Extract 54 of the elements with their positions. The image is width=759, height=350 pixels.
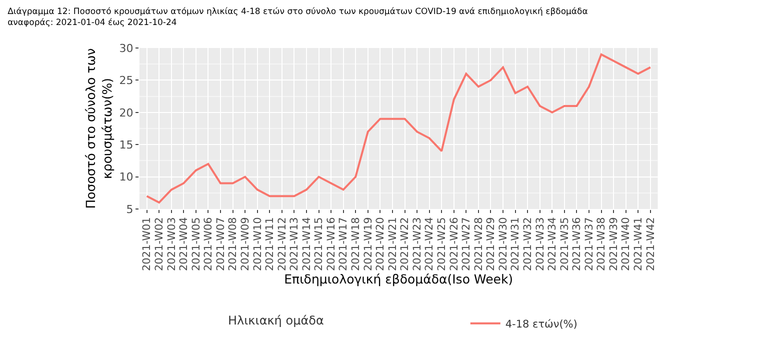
x-tick-label: 2021-W34 [546,216,559,272]
x-tick-label: 2021-W03 [166,217,178,272]
x-tick-label: 2021-W26 [448,216,460,272]
x-tick-label: 2021-W16 [325,216,338,272]
x-tick-label: 2021-W12 [276,217,288,272]
y-tick-label: 30 [119,42,134,55]
x-tick-label: 2021-W25 [436,217,448,272]
x-tick-label: 2021-W24 [424,216,436,272]
x-tick-label: 2021-W36 [571,216,584,272]
x-tick-label: 2021-W35 [558,217,571,272]
line-series [146,53,652,204]
x-tick-label: 2021-W28 [472,217,485,272]
x-tick-label: 2021-W42 [644,217,657,272]
y-tick-label: 15 [119,138,134,152]
x-tick-label: 2021-W41 [632,217,645,272]
y-tick-label: 20 [119,106,134,120]
x-tick-label: 2021-W15 [313,217,326,272]
x-tick-label: 2021-W06 [202,216,215,272]
x-tick-label: 2021-W22 [399,217,412,272]
x-tick-label: 2021-W23 [411,217,424,272]
x-tick-label: 2021-W19 [362,217,374,272]
x-tick-label: 2021-W39 [608,217,620,272]
x-tick-label: 2021-W04 [178,216,190,272]
x-axis-title: Επιδημιολογική εβδομάδα(Iso Week) [284,271,514,286]
x-tick-label: 2021-W10 [252,217,264,272]
x-tick-label: 2021-W02 [154,217,166,272]
x-tick-label: 2021-W13 [288,217,301,272]
x-tick-label: 2021-W20 [374,217,387,272]
x-tick-label: 2021-W09 [239,217,252,272]
x-tick-label: 2021-W21 [386,217,399,272]
x-tick-label: 2021-W31 [510,217,522,272]
y-axis-title: Ποσοστό στο σύνολο των κρουσμάτων(%) [83,48,114,209]
x-tick-label: 2021-W30 [497,217,510,272]
x-tick-label: 2021-W27 [460,217,473,272]
x-tick-label: 2021-W29 [485,217,498,272]
y-tick-label: 10 [119,170,134,184]
x-tick-label: 2021-W40 [620,217,632,272]
legend-label: 4-18 ετών(%) [505,318,578,330]
x-tick-label: 2021-W07 [214,217,227,272]
x-tick-label: 2021-W18 [350,217,362,272]
x-tick-label: 2021-W33 [534,217,546,272]
y-tick-label: 25 [119,74,134,88]
x-tick-label: 2021-W38 [596,217,608,272]
x-tick-label: 2021-W37 [583,217,596,272]
x-tick-label: 2021-W11 [264,217,276,272]
x-tick-label: 2021-W14 [300,216,313,272]
x-tick-label: 2021-W32 [522,217,534,272]
x-tick-label: 2021-W01 [141,217,154,272]
x-tick-label: 2021-W08 [227,217,240,272]
x-tick-label: 2021-W05 [190,217,202,272]
legend-title: Ηλικιακή ομάδα [228,313,458,328]
y-tick-label: 5 [126,202,134,216]
chart-title: Διάγραμμα 12: Ποσοστό κρουσμάτων ατόμων ηλικίας 4-18 ετών στο σύνολο των κρουσμάτων COVID-19 ανά επιδημιολογική εβδομάδα αναφοράς: 2021-01-04 έως 2021-10-24 [8,7,588,28]
x-tick-label: 2021-W17 [338,217,350,272]
